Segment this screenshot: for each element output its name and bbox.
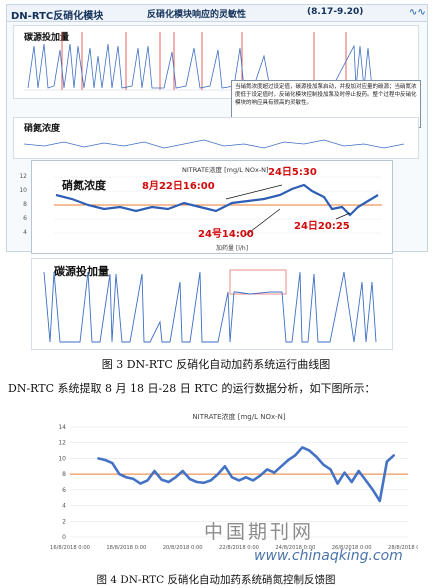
nitrate-detail-axis: 12 10 8 6 4 [19,173,27,236]
x-tick-label: 22/8/2018 0:00 [219,545,259,551]
wave-logo-icon: ∿∿ [409,7,426,18]
event-label-4: 24日20:25 [294,221,350,232]
carbon-bottom-label: 碳源投加量 [54,265,109,278]
nitrate-data-point [350,480,353,484]
nitrate-top-panel: 硝氮浓度 [13,117,419,159]
nitrate-data-point [378,499,381,502]
figure3-header: DN-RTC反硝化模块 反硝化模块响应的灵敏性 (8.17-9.20) ∿∿ [7,5,427,22]
y-tick-label: 8 [62,471,66,478]
x-tick-label: 28/8/2018 0:00 [388,545,418,551]
nitrate-data-point [244,476,248,479]
nitrate-data-point [273,471,276,474]
watermark-text: 中国期刊网 [204,521,315,543]
nitrate-detail-ytick: 12 [19,173,27,180]
nitrate-data-point [301,446,304,449]
nitrate-data-point [209,479,212,482]
nitrate-detail-ytick: 10 [19,187,27,194]
nitrate-data-point [364,479,367,482]
nitrate-data-point [160,478,163,481]
nitrate-data-point [223,465,227,468]
y-tick-label: 12 [58,440,66,447]
nitrate-detail-ytick: 8 [23,201,27,208]
y-tick-label: 4 [62,503,66,510]
figure4-caption: 图 4 DN-RTC 反硝化自动加药系统硝氮控制反馈图 [96,574,336,586]
nitrate-data-point [146,479,149,482]
event-label-2: 24日5:30 [268,167,317,178]
nitrate-data-point [287,458,290,462]
nitrate-data-point [153,469,156,473]
y-tick-label: 0 [62,534,66,541]
figure4-chart: NITRATE浓度 [mg/L NOx-N] 0 2 4 6 8 10 12 14 16/8/20… [36,407,428,569]
nitrate-data-point [266,468,269,471]
y-tick-label: 2 [62,518,66,525]
nitrate-data-point [259,474,262,477]
x-tick-label: 16/8/2018 0:00 [50,545,90,551]
nitrate-data-point [308,449,311,452]
figure3-panel: DN-RTC反硝化模块 反硝化模块响应的灵敏性 (8.17-9.20) ∿∿ 碳… [6,4,428,350]
nitrate-detail-title: NITRATE浓度 [mg/L NOx-N] [182,166,269,174]
figure3-caption: 图 3 DN-RTC 反硝化自动加药系统运行曲线图 [101,358,331,371]
nitrate-data-point [132,477,135,480]
nitrate-data-point [139,482,142,485]
nitrate-data-point [294,454,297,457]
body-paragraph: DN-RTC 系统提取 8 月 18 日-28 日 RTC 的运行数据分析，如下… [8,382,376,395]
nitrate-data-point [125,476,128,479]
figure3-header-title: DN-RTC反硝化模块 [11,11,104,22]
nitrate-data-point [111,462,114,465]
nitrate-data-point [202,481,205,484]
nitrate-data-point [329,468,332,471]
nitrate-data-point [336,482,339,485]
nitrate-data-point [216,473,219,476]
nitrate-data-point [188,477,191,480]
nitrate-data-point [181,469,184,473]
figure3-header-subtitle: 反硝化模块响应的灵敏性 [147,10,247,20]
nitrate-detail-panel: 硝氮浓度 NITRATE浓度 [mg/L NOx-N] 8月22日16:00 2… [31,160,393,254]
x-tick-label: 26/8/2018 0:00 [332,545,372,551]
nitrate-data-point [251,479,255,482]
nitrate-detail-label: 硝氮浓度 [62,179,106,192]
x-tick-label: 20/8/2018 0:00 [163,545,203,551]
event-label-1: 8月22日16:00 [142,181,215,192]
nitrate-data-point [97,457,100,460]
y-tick-label: 6 [62,487,66,494]
figure3-header-dates: (8.17-9.20) [307,7,364,17]
nitrate-data-point [385,460,388,463]
nitrate-data-point [174,476,177,479]
x-tick-label: 24/8/2018 0:00 [275,545,315,551]
y-tick-label: 10 [58,455,66,462]
nitrate-data-point [237,479,241,482]
chart-title: NITRATE浓度 [mg/L NOx-N] [192,412,285,421]
nitrate-data-point [104,458,107,462]
carbon-bottom-panel [31,258,393,350]
nitrate-data-point [167,480,170,484]
nitrate-data-point [195,480,198,484]
nitrate-data-point [315,455,318,458]
nitrate-top-plot [23,139,405,149]
watermark-url: www.chinaqking.com [254,548,403,564]
carbon-bottom-plot [43,269,377,343]
nitrate-data-point [322,463,325,466]
nitrate-data-point [343,471,346,474]
nitrate-top-label: 硝氮浓度 [24,124,61,134]
nitrate-data-point [230,476,234,479]
nitrate-detail-ytick: 4 [23,229,27,236]
nitrate-detail-plot [54,176,382,236]
x-tick-label: 18/8/2018 0:00 [106,545,146,551]
nitrate-data-point [371,488,374,491]
event-label-3: 24号14:00 [198,229,254,240]
nitrate-data-point [280,465,283,468]
nitrate-detail-ytick: 6 [23,215,27,222]
nitrate-data-point [392,454,396,457]
y-tick-label: 14 [58,424,66,431]
nitrate-detail-legend: 加药量 [l/h] [216,245,249,252]
carbon-top-label: 碳源投加量 [24,33,70,43]
nitrate-data-point [357,469,360,473]
nitrate-data-point [118,473,121,476]
nitrate-chart-svg: NITRATE浓度 [mg/L NOx-N] 0 2 4 6 8 10 12 14 16/8/20… [50,412,428,551]
